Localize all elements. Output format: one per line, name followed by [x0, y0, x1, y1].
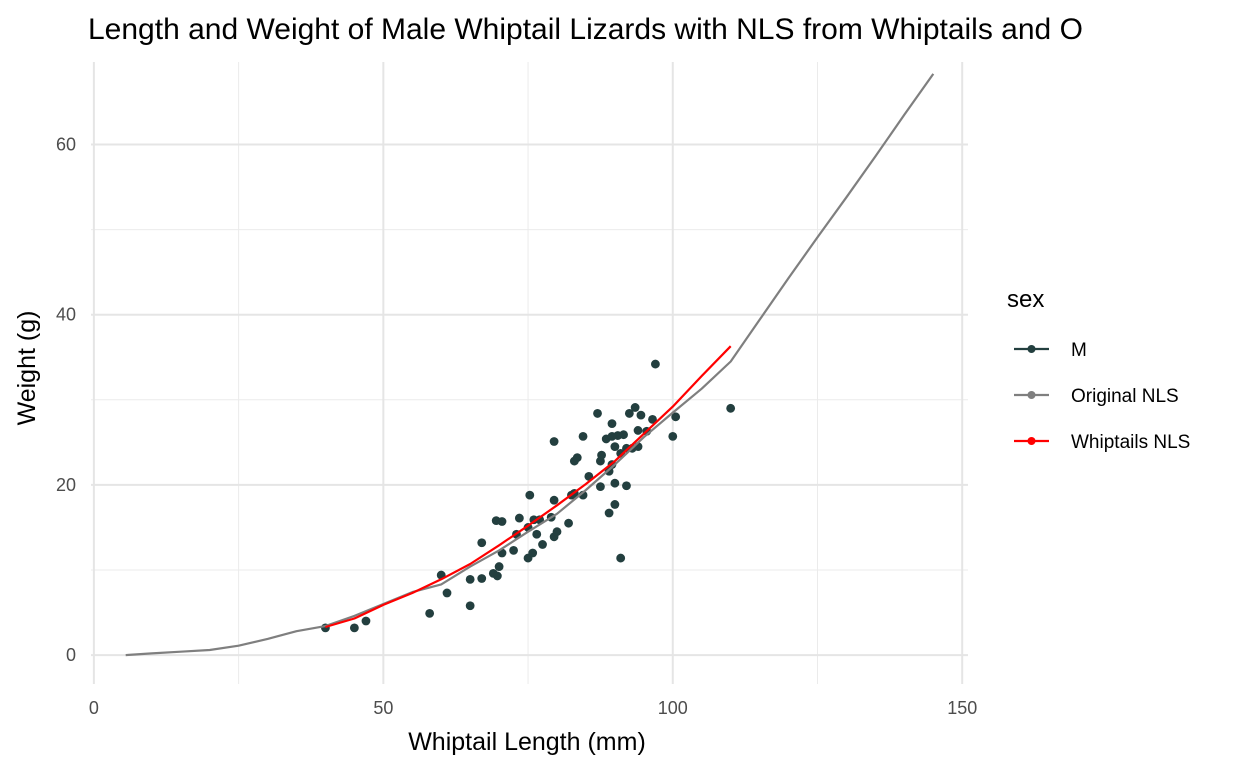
- data-point: [465, 601, 475, 611]
- data-point: [622, 481, 631, 491]
- data-point: [425, 608, 435, 618]
- data-point: [648, 414, 657, 424]
- legend-key-point: [1027, 437, 1036, 445]
- x-tick-label: 100: [658, 698, 688, 718]
- legend-key-point: [1027, 345, 1036, 353]
- series-line-whiptails-nls: [325, 345, 732, 629]
- data-point: [726, 403, 736, 413]
- plot-marks: [125, 73, 935, 657]
- data-point: [514, 513, 524, 523]
- legend-label: M: [1071, 340, 1087, 361]
- data-point: [532, 529, 542, 539]
- legend-label: Original NLS: [1071, 386, 1179, 407]
- data-point: [610, 478, 620, 488]
- data-point: [572, 453, 582, 463]
- data-point: [630, 403, 640, 412]
- data-point: [597, 450, 606, 460]
- data-point: [596, 482, 605, 491]
- data-point: [671, 412, 681, 422]
- data-point: [604, 508, 614, 518]
- legend-label: Whiptails NLS: [1071, 432, 1190, 453]
- data-point: [442, 588, 452, 598]
- series-line-original-nls: [125, 73, 935, 657]
- data-point: [619, 430, 628, 440]
- data-point: [593, 409, 602, 418]
- data-point: [668, 431, 678, 441]
- data-point: [477, 538, 487, 548]
- legend-title: sex: [1007, 286, 1044, 313]
- data-point: [538, 540, 547, 549]
- data-point: [349, 623, 359, 633]
- data-point: [578, 431, 588, 441]
- grid: [91, 62, 968, 684]
- y-tick-label: 20: [56, 475, 76, 495]
- data-point: [465, 574, 475, 584]
- data-point: [509, 546, 518, 555]
- y-axis-title: Weight (g): [13, 311, 41, 426]
- data-point: [610, 442, 620, 452]
- x-tick-label: 150: [947, 698, 977, 718]
- x-tick-label: 50: [373, 698, 393, 718]
- y-tick-label: 0: [66, 645, 76, 665]
- data-point: [651, 359, 660, 369]
- legend: sex M Original NLS Whiptails NLS: [1007, 286, 1190, 453]
- data-point: [633, 426, 643, 435]
- x-axis-title: Whiptail Length (mm): [408, 728, 646, 756]
- y-tick-label: 40: [56, 305, 76, 325]
- axis-ticks: 0 50 100 150 0 20 40 60: [56, 135, 977, 718]
- y-tick-label: 60: [56, 135, 76, 155]
- data-point: [494, 562, 504, 571]
- data-point: [549, 437, 559, 446]
- data-point: [616, 553, 626, 563]
- data-point: [607, 419, 617, 429]
- data-point: [549, 495, 559, 505]
- data-point: [525, 490, 535, 500]
- data-point: [552, 527, 562, 537]
- x-tick-label: 0: [89, 698, 99, 718]
- data-point: [492, 571, 502, 581]
- data-point: [497, 517, 507, 526]
- data-point: [528, 548, 538, 558]
- data-point: [361, 616, 371, 626]
- data-point: [564, 518, 573, 528]
- data-point: [477, 574, 487, 583]
- chart-title: Length and Weight of Male Whiptail Lizar…: [88, 13, 1083, 46]
- data-point: [636, 410, 646, 420]
- data-point: [624, 409, 634, 418]
- legend-key-point: [1027, 391, 1036, 399]
- data-point: [610, 500, 620, 509]
